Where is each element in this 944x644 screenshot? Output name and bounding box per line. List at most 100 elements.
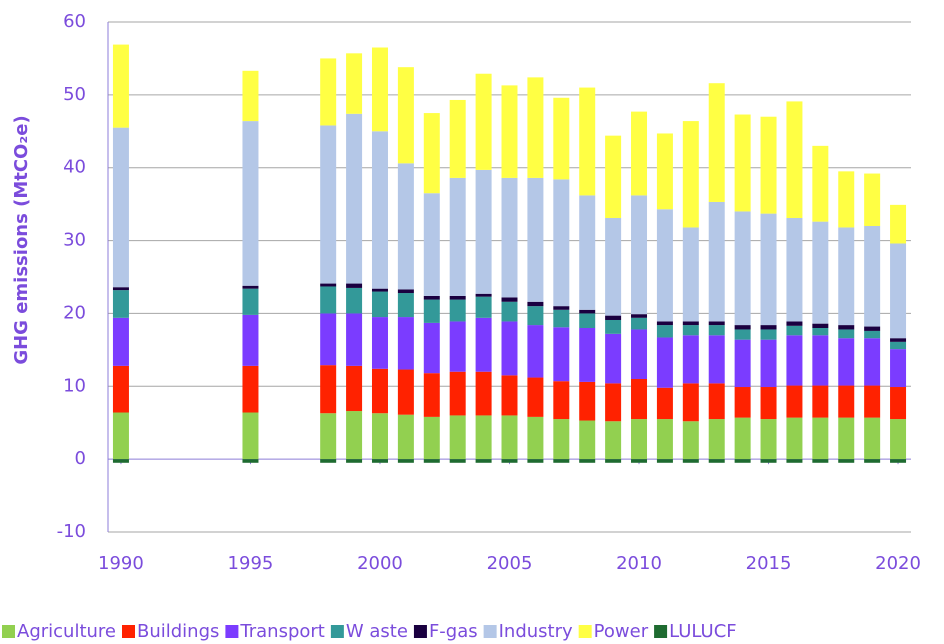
x-tick-label: 2005 xyxy=(487,553,533,574)
bar-segment xyxy=(864,330,881,339)
y-tick-label: 20 xyxy=(63,302,86,323)
bar-segment xyxy=(656,133,673,210)
bar-segment xyxy=(838,227,855,326)
bar-segment xyxy=(682,321,699,326)
bar-segment xyxy=(320,283,337,287)
bar-segment xyxy=(501,301,518,322)
bar-segment xyxy=(475,296,492,318)
bar-segment xyxy=(346,287,363,314)
bar-segment xyxy=(371,317,388,369)
bar-segment xyxy=(397,369,414,415)
legend-label: F-gas xyxy=(429,621,478,642)
bar-segment xyxy=(812,145,829,222)
legend-swatch xyxy=(483,625,497,638)
bar-segment xyxy=(890,341,907,350)
bar-segment xyxy=(682,325,699,336)
bar-segment xyxy=(890,204,907,244)
bar-segment xyxy=(605,135,622,218)
bar-segment xyxy=(708,321,725,326)
bar-segment xyxy=(656,459,673,463)
bar-segment xyxy=(346,365,363,412)
bar-segment xyxy=(397,293,414,318)
bar-segment xyxy=(397,414,414,460)
bar-segment xyxy=(734,417,751,460)
bar-segment xyxy=(242,285,259,289)
bar-segment xyxy=(631,111,648,196)
bar-segment xyxy=(112,290,129,318)
bar-segment xyxy=(838,385,855,418)
bar-segment xyxy=(346,459,363,463)
bar-segment xyxy=(864,417,881,460)
bar-segment xyxy=(656,325,673,338)
bar-segment xyxy=(656,321,673,326)
legend-label: Power xyxy=(594,621,649,642)
bar-segment xyxy=(397,289,414,294)
bar-segment xyxy=(320,413,337,460)
bar-segment xyxy=(579,381,596,421)
bar-segment xyxy=(605,383,622,422)
bar-segment xyxy=(760,387,777,420)
bar-segment xyxy=(838,329,855,339)
bar-segment xyxy=(890,243,907,339)
bar-segment xyxy=(708,419,725,460)
bar-segment xyxy=(786,217,803,322)
bar-segment xyxy=(864,173,881,226)
bar-segment xyxy=(838,459,855,463)
bar-segment xyxy=(605,315,622,320)
bar-segment xyxy=(112,459,129,463)
bar-segment xyxy=(475,169,492,294)
bar-segment xyxy=(320,125,337,284)
bar-segment xyxy=(501,297,518,302)
bar-segment xyxy=(786,335,803,386)
bar-segment xyxy=(734,211,751,326)
bar-segment xyxy=(320,459,337,463)
bar-segment xyxy=(242,365,259,413)
bar-segment xyxy=(553,306,570,310)
bar-segment xyxy=(864,326,881,331)
bar-segment xyxy=(631,419,648,460)
bar-segment xyxy=(320,365,337,414)
bar-segment xyxy=(527,325,544,378)
bar-segment xyxy=(527,77,544,178)
bar-segment xyxy=(631,195,648,315)
bar-segment xyxy=(760,116,777,214)
bar-segment xyxy=(890,387,907,420)
bar-segment xyxy=(631,314,648,318)
legend-label: Buildings xyxy=(137,621,219,642)
bar-segment xyxy=(242,121,259,286)
bar-segment xyxy=(397,163,414,290)
bar-segment xyxy=(112,44,129,128)
bar-segment xyxy=(320,313,337,366)
bar-segment xyxy=(786,385,803,418)
y-tick-label: 10 xyxy=(63,375,86,396)
bar-segment xyxy=(708,459,725,463)
bar-segment xyxy=(786,417,803,460)
bar-segment xyxy=(631,329,648,379)
legend-swatch xyxy=(654,625,668,638)
bar-segment xyxy=(734,114,751,212)
y-tick-label: 50 xyxy=(63,84,86,105)
bar-segment xyxy=(734,339,751,388)
bar-segment xyxy=(527,306,544,326)
legend-label: Transport xyxy=(239,621,324,642)
bar-segment xyxy=(708,201,725,322)
bar-segment xyxy=(423,113,440,194)
bar-segment xyxy=(475,459,492,463)
bar-segment xyxy=(760,459,777,463)
bar-segment xyxy=(423,459,440,463)
bar-segment xyxy=(242,412,259,460)
bar-segment xyxy=(682,227,699,322)
bar-segment xyxy=(501,177,518,298)
bar-segment xyxy=(371,288,388,292)
legend-swatch xyxy=(413,625,427,638)
bar-segment xyxy=(579,459,596,463)
bar-segment xyxy=(734,329,751,340)
bar-segment xyxy=(553,419,570,460)
bar-segment xyxy=(112,127,129,288)
bar-segment xyxy=(553,327,570,382)
bar-segment xyxy=(605,333,622,384)
bar-segment xyxy=(371,459,388,463)
bar-segment xyxy=(864,385,881,418)
bar-segment xyxy=(579,328,596,382)
